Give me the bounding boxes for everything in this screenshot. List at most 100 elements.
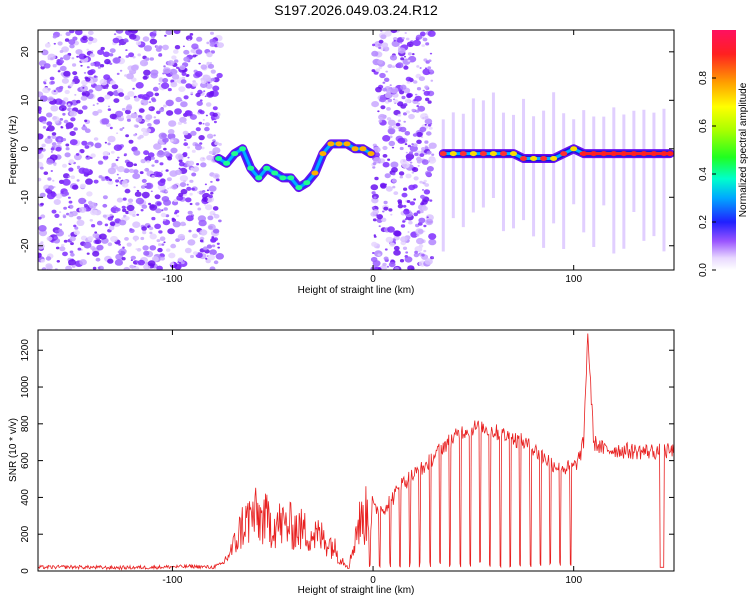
noise-blob (118, 243, 121, 246)
noise-blob (166, 177, 172, 182)
noise-blob (421, 253, 425, 257)
noise-blob (395, 122, 401, 127)
noise-blob (386, 89, 392, 94)
noise-blob (207, 81, 211, 84)
noise-blob (385, 70, 389, 73)
noise-blob (133, 163, 137, 166)
noise-blob (419, 153, 425, 158)
noise-blob (51, 134, 57, 139)
noise-blob (90, 209, 98, 216)
noise-blob (398, 171, 405, 176)
noise-blob (92, 232, 100, 239)
noise-blob (132, 235, 140, 241)
noise-blob (126, 161, 134, 168)
noise-blob (208, 150, 214, 155)
noise-blob (133, 133, 137, 137)
noise-blob (403, 187, 408, 191)
noise-blob (156, 239, 161, 243)
noise-blob (195, 49, 203, 55)
noise-blob (73, 230, 80, 236)
figure-title: S197.2026.049.03.24.R12 (274, 2, 438, 18)
noise-blob (50, 151, 53, 153)
noise-blob (168, 120, 177, 127)
noise-blob (389, 242, 396, 247)
x-tick-label: -100 (162, 274, 182, 285)
noise-blob (400, 224, 406, 228)
noise-blob (431, 153, 435, 156)
noise-blob (203, 203, 207, 206)
noise-blob (42, 126, 47, 129)
noise-blob (208, 185, 217, 192)
noise-blob (59, 211, 62, 214)
noise-blob (399, 90, 405, 95)
noise-blob (140, 99, 149, 106)
noise-blob (407, 59, 411, 62)
noise-blob (161, 196, 170, 202)
noise-blob (130, 112, 138, 119)
noise-blob (429, 199, 433, 202)
noise-blob (63, 119, 69, 124)
noise-blob (200, 82, 208, 88)
noise-blob (206, 155, 214, 161)
noise-blob (82, 124, 86, 127)
noise-blob (170, 139, 174, 142)
noise-blob (47, 88, 51, 91)
noise-blob (411, 108, 416, 112)
noise-blob (153, 116, 157, 119)
colorbar: 0.0 0.2 0.4 0.6 0.8 Normalized spectral ampl… (698, 30, 749, 277)
noise-blob (160, 256, 165, 261)
noise-blob (402, 204, 407, 208)
noise-blob (89, 69, 96, 74)
noise-blob (135, 197, 144, 205)
noise-blob (373, 157, 381, 164)
ridge-hotspot (295, 185, 303, 191)
noise-blob (187, 146, 191, 149)
noise-blob (116, 72, 120, 75)
noise-blob (210, 31, 214, 35)
noise-blob (373, 146, 381, 153)
noise-blob (186, 186, 192, 191)
noise-blob (105, 87, 109, 90)
noise-blob (377, 59, 383, 65)
noise-blob (52, 35, 57, 39)
noise-blob (157, 247, 163, 253)
noise-blob (108, 225, 115, 231)
noise-blob (38, 133, 44, 140)
noise-blob (123, 38, 129, 43)
noise-blob (155, 47, 162, 52)
colorbar-tick-label: 0.0 (698, 263, 709, 277)
noise-blob (404, 32, 407, 34)
noise-blob (109, 213, 113, 217)
noise-blob (125, 55, 130, 58)
ridge-hotspot (343, 141, 351, 147)
noise-blob (116, 173, 119, 176)
noise-blob (57, 70, 61, 73)
noise-blob (97, 49, 105, 55)
noise-blob (153, 143, 162, 150)
noise-blob (210, 77, 216, 82)
snr-series-line (38, 333, 674, 571)
noise-blob (400, 84, 407, 90)
noise-blob (155, 208, 162, 214)
colorbar-tick-label: 0.4 (698, 167, 709, 181)
noise-blob (416, 65, 420, 68)
snr-x-label: Height of straight line (km) (298, 585, 415, 596)
noise-blob (46, 112, 53, 118)
noise-blob (133, 124, 139, 128)
noise-blob (92, 266, 97, 270)
noise-blob (78, 206, 87, 213)
noise-blob (115, 207, 121, 212)
ridge-hotspot (560, 151, 568, 157)
noise-blob (155, 45, 159, 48)
noise-blob (431, 256, 434, 259)
noise-blob (179, 116, 187, 123)
ridge-hotspot (255, 175, 263, 181)
noise-blob (91, 82, 94, 85)
noise-blob (204, 95, 207, 98)
noise-blob (387, 64, 393, 69)
noise-blob (381, 217, 387, 222)
noise-blob (170, 243, 177, 249)
noise-blob (424, 258, 433, 265)
noise-blob (426, 216, 429, 219)
